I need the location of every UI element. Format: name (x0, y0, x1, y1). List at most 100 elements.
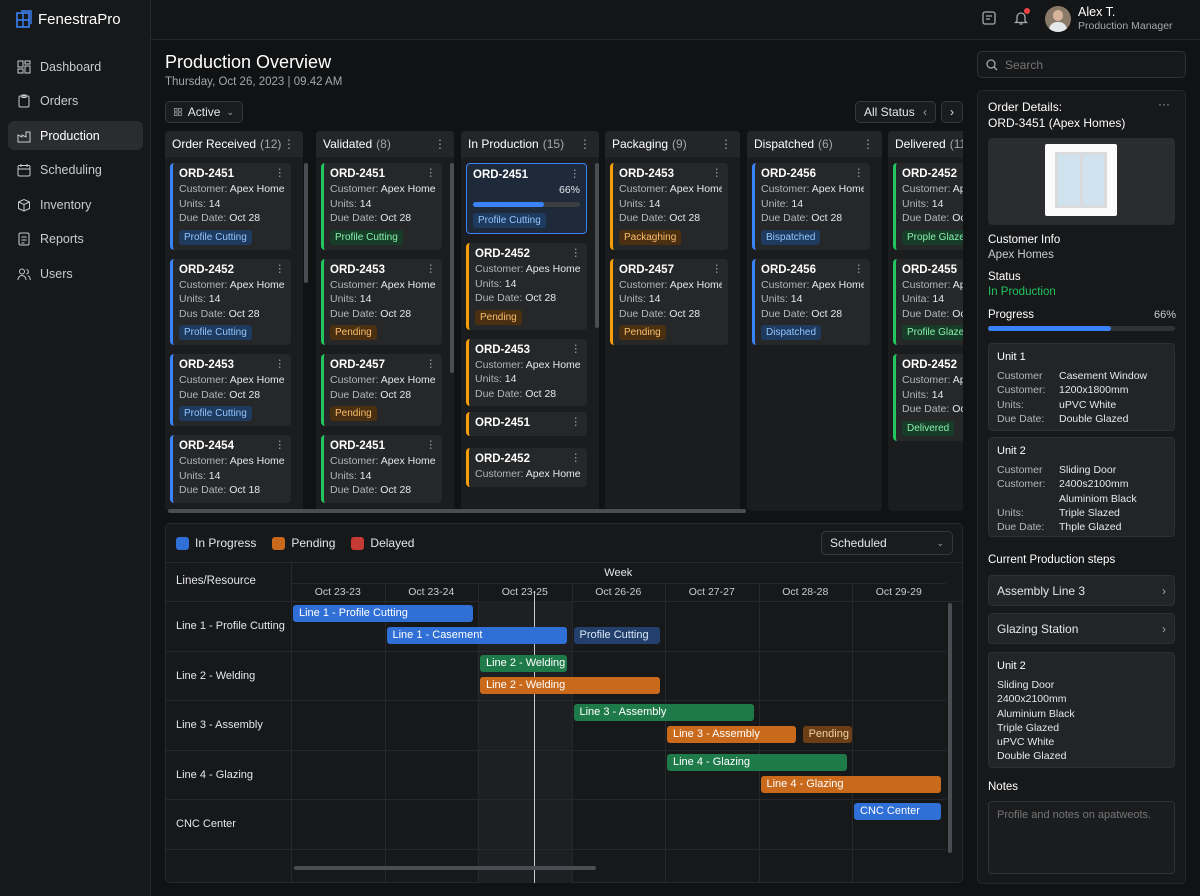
card-field: Customer: Apex Homes (179, 278, 285, 293)
gantt-bar[interactable]: Line 2 - Welding (480, 654, 567, 672)
order-card[interactable]: ORD-2452 ⋮ Customer: Apex Homes (466, 448, 587, 487)
nav-item-users[interactable]: Users (8, 259, 143, 288)
nav-item-orders[interactable]: Orders (8, 87, 143, 116)
gantt-bar[interactable]: Line 1 - Casement (386, 627, 567, 644)
column-menu-icon[interactable]: ⋮ (720, 137, 732, 151)
column-scrollbar[interactable] (450, 163, 454, 373)
status-filter-dropdown[interactable]: All Status ‹ (855, 101, 936, 123)
card-menu-icon[interactable]: ⋮ (570, 342, 582, 355)
gantt-bar[interactable]: Line 1 - Profile Cutting (293, 605, 474, 622)
app-logo[interactable]: FenestraPro (16, 10, 121, 28)
order-card[interactable]: ORD-2456⋮Customer: Apex HomesUnite: 14Du… (752, 163, 870, 250)
card-field: Due Date: Oct 28 (619, 211, 722, 226)
column-menu-icon[interactable]: ⋮ (579, 137, 591, 151)
column-menu-icon[interactable]: ⋮ (283, 137, 295, 151)
gantt-bar[interactable]: Profile Cutting (573, 627, 661, 644)
more-options-icon[interactable]: ··· (1158, 97, 1170, 111)
nav-item-reports[interactable]: Reports (8, 225, 143, 254)
nav-item-production[interactable]: Production (8, 121, 143, 150)
order-card[interactable]: ORD-2454 ⋮ Customer: Apes Homes Units: 14 Du… (170, 435, 291, 503)
gantt-bar[interactable]: CNC Center (854, 803, 941, 821)
card-field-value: Oct 28 (229, 388, 261, 401)
order-card[interactable]: ORD-2457 ⋮ Customer: Apex Homes Due Date: O… (321, 354, 442, 426)
card-field-key: Dus Date: (179, 307, 226, 320)
order-card[interactable]: ORD-2451 ⋮ Customer: Apex Homes Units: 14 Du… (321, 163, 442, 250)
card-menu-icon[interactable]: ⋮ (425, 358, 437, 370)
nav-item-dashboard[interactable]: Dashboard (8, 52, 143, 81)
card-menu-icon[interactable]: ⋮ (853, 167, 865, 179)
chevron-left-icon[interactable]: ‹ (923, 105, 927, 119)
card-menu-icon[interactable]: ⋮ (570, 247, 582, 259)
column-menu-icon[interactable]: ⋮ (862, 137, 874, 151)
gantt-bar[interactable]: Line 2 - Welding (480, 676, 661, 694)
card-menu-icon[interactable]: ⋮ (425, 262, 437, 275)
card-field: Customer: Apex Homes (761, 182, 864, 197)
card-menu-icon[interactable]: ⋮ (274, 262, 286, 275)
search-box[interactable] (977, 51, 1186, 78)
card-menu-icon[interactable]: ⋮ (569, 168, 581, 180)
column-scrollbar[interactable] (304, 163, 308, 283)
production-step-item[interactable]: Glazing Station › (988, 613, 1175, 644)
board-hscrollbar[interactable] (165, 509, 963, 513)
calendar-icon (17, 164, 31, 177)
order-card[interactable]: ORD-2453 ⋮ Customer: Apex Homes Due Date: O… (170, 354, 291, 426)
order-card[interactable]: ORD-2455⋮Customer: Apex HomesUnita: 14Du… (893, 258, 963, 345)
user-role: Production Manager (1078, 20, 1173, 32)
card-field: Unita: 14 (902, 292, 963, 307)
card-menu-icon[interactable]: ⋮ (711, 167, 723, 179)
card-menu-icon[interactable]: ⋮ (274, 439, 286, 451)
production-step-item[interactable]: Assembly Line 3 › (988, 575, 1175, 606)
legend-item: Delayed (351, 536, 414, 550)
notes-textarea[interactable] (988, 801, 1175, 874)
gantt-bar[interactable]: Line 4 - Glazing (760, 775, 941, 793)
card-field-value: 14 (208, 469, 221, 482)
gantt-bar[interactable]: Line 3 - Assembly (667, 726, 796, 744)
next-page-button[interactable]: › (941, 101, 963, 123)
avatar[interactable] (1045, 6, 1071, 32)
card-menu-icon[interactable]: ⋮ (425, 167, 437, 179)
card-menu-icon[interactable]: ⋮ (570, 416, 582, 428)
notification-bell-icon[interactable] (1013, 8, 1030, 29)
card-field-key: Due Date: (761, 307, 809, 320)
order-card[interactable]: ORD-2451 ⋮ 66% Profile Cutting (466, 163, 587, 234)
card-menu-icon[interactable]: ⋮ (274, 358, 286, 370)
gantt-bar[interactable]: Pending (802, 726, 852, 744)
column-scrollbar[interactable] (595, 163, 599, 328)
gantt-bar[interactable]: Line 3 - Assembly (573, 704, 754, 722)
unit-field-value: Double Glazed (1059, 412, 1129, 425)
card-menu-icon[interactable]: ⋮ (711, 262, 723, 275)
order-card[interactable]: ORD-2451 ⋮ (466, 412, 587, 436)
card-menu-icon[interactable]: ⋮ (570, 452, 582, 464)
unit-field: Due Date: Double Glazed (997, 412, 1166, 426)
card-menu-icon[interactable]: ⋮ (274, 167, 286, 179)
legend-label: Delayed (370, 536, 415, 550)
card-field-key: Due Date: (179, 484, 227, 496)
card-menu-icon[interactable]: ⋮ (853, 262, 865, 275)
nav-item-scheduling[interactable]: Scheduling (8, 156, 143, 185)
order-card[interactable]: ORD-2451 ⋮ Customer: Apex Homes Units: 14 Du… (170, 163, 291, 250)
nav-item-inventory[interactable]: Inventory (8, 190, 143, 219)
column-menu-icon[interactable]: ⋮ (434, 137, 446, 151)
gantt-bar[interactable]: Line 4 - Glazing (667, 753, 848, 771)
active-filter-dropdown[interactable]: Active ⌄ (165, 101, 243, 123)
gantt-hscrollbar[interactable] (294, 866, 596, 870)
gantt-vscrollbar[interactable] (948, 603, 952, 853)
card-menu-icon[interactable]: ⋮ (425, 439, 437, 451)
card-field-key: Due Date: (902, 403, 950, 415)
notes-icon[interactable] (982, 11, 996, 25)
schedule-view-dropdown[interactable]: Scheduled ⌄ (821, 531, 953, 555)
search-input[interactable] (1005, 57, 1175, 72)
unit-line-text: Triple Glazed (997, 721, 1060, 734)
card-field: Due Date: Oct 28 (902, 211, 963, 226)
order-card[interactable]: ORD-2451 ⋮ Customer: Apex Homes Units: 14 Du… (321, 435, 442, 503)
card-field: Customer: Apex Homes (902, 182, 963, 197)
order-card[interactable]: ORD-2452 ⋮ Customer: Apes Homes Units: 14 Du… (466, 243, 587, 330)
